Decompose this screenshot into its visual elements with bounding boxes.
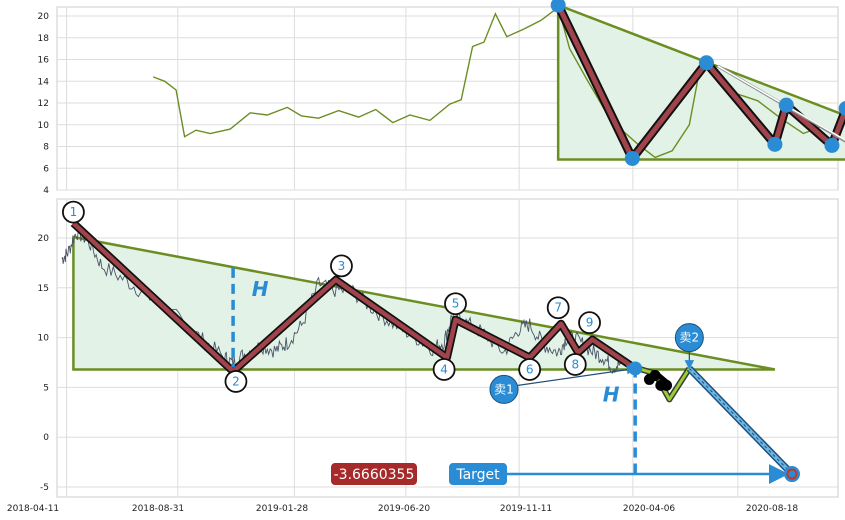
wave-circle [330, 254, 353, 278]
wave-label: 9 [586, 316, 594, 330]
top-y-tick: 10 [38, 121, 50, 131]
top-y-tick: 6 [43, 164, 49, 174]
bottom-x-tick: 2018-08-31 [132, 504, 184, 514]
top-pivot-dot [698, 55, 714, 71]
bottom-x-tick: 2018-04-11 [7, 504, 59, 514]
top-zigzag [554, 3, 845, 163]
top-y-tick: 16 [38, 56, 50, 66]
top-direction-arrow-inner [717, 65, 845, 141]
bottom-x-tick: 2020-04-06 [623, 504, 676, 514]
black-dot [649, 369, 661, 381]
bottom-y-tick: 20 [38, 234, 50, 244]
bottom-zigzag [70, 220, 638, 376]
target-point-inner [786, 468, 798, 480]
wave-circle [578, 311, 601, 335]
wave-label: 8 [571, 357, 579, 371]
bottom-x-tick: 2019-01-28 [256, 504, 309, 514]
top-pivot-dot [824, 137, 840, 153]
sell2-label: 卖2 [680, 331, 700, 345]
wave-label: 1 [70, 205, 78, 219]
wave-label: 5 [452, 297, 460, 311]
top-y-ticks: 4 6 8 10 12 14 16 18 20 [38, 12, 50, 196]
bottom-y-tick: 5 [43, 383, 49, 393]
bottom-zigzag-line [71, 221, 637, 374]
top-pivot-dot [767, 136, 783, 152]
top-panel: 4 6 8 10 12 14 16 18 20 [38, 0, 845, 196]
top-pivot-dots [550, 0, 845, 166]
wave-label: 3 [338, 259, 346, 273]
top-pivot-dot [550, 0, 566, 13]
top-y-tick: 18 [38, 34, 50, 44]
top-pivot-dot [778, 97, 794, 113]
wave-label: 2 [232, 374, 240, 388]
value-label: -3.6660355 [334, 467, 415, 483]
top-triangle [556, 3, 845, 161]
h1-label: H [252, 277, 269, 301]
bottom-x-tick: 2019-11-11 [500, 504, 552, 514]
bottom-y-tick: 15 [38, 284, 49, 294]
top-y-tick: 8 [43, 143, 49, 153]
bottom-y-tick: -5 [40, 483, 49, 493]
top-y-tick: 20 [38, 12, 50, 22]
wave-circle [224, 370, 248, 393]
sell1-pointer [517, 364, 637, 386]
black-dot [661, 379, 673, 391]
top-y-tick: 4 [43, 186, 49, 196]
annotations: 卖1 卖2 -3.6660355 Target [331, 323, 704, 486]
top-pivot-dot [624, 150, 640, 166]
wave-circle [546, 296, 570, 320]
target-point-outer [784, 466, 800, 483]
sell1-label: 卖1 [494, 382, 514, 396]
sell2-badge [674, 323, 704, 353]
wave-circle [432, 358, 456, 381]
bottom-y-tick: 0 [43, 433, 49, 443]
target-label: Target [455, 467, 500, 483]
wave-label: 7 [554, 301, 562, 315]
h2-label: H [603, 382, 620, 406]
bottom-x-tick: 2020-08-18 [746, 504, 799, 514]
sell-path-dash [688, 368, 793, 475]
top-zigzag-line [555, 4, 845, 161]
wave-label: 4 [440, 362, 448, 376]
wave-circle [563, 353, 587, 376]
height-markers: HH [231, 267, 637, 475]
value-box [331, 463, 417, 486]
wave-label: 6 [526, 362, 534, 376]
wave-circle [62, 200, 85, 224]
sell1-badge [489, 374, 519, 404]
bottom-x-tick: 2019-06-20 [378, 504, 431, 514]
top-pivot-dot [838, 101, 845, 116]
bottom-x-ticks: 2018-04-11 2018-08-31 2019-01-28 2019-06-20… [7, 504, 799, 514]
top-y-tick: 12 [38, 99, 49, 109]
target-box [449, 463, 507, 486]
bottom-y-tick: 10 [38, 334, 50, 344]
top-y-tick: 14 [38, 77, 50, 87]
bottom-triangle [72, 235, 776, 371]
wave-circle [518, 358, 542, 381]
bottom-y-ticks: -5 0 5 10 15 20 [38, 234, 50, 493]
top-price-line [152, 6, 845, 159]
wave-labels: 1 2 3 4 5 6 7 8 9 [62, 200, 601, 393]
wave-circle [444, 292, 467, 316]
